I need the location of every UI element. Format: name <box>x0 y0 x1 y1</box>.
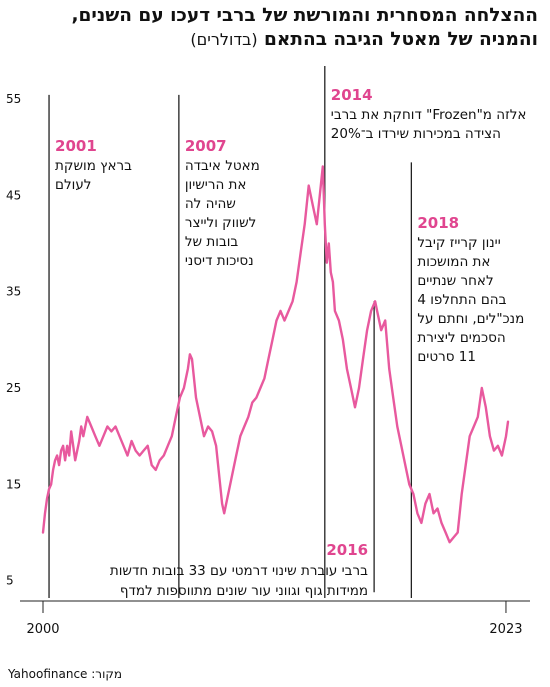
y-tick-label: 15 <box>6 477 21 491</box>
y-tick-label: 5 <box>6 574 14 588</box>
annotation-text-2018: 11 סרטים <box>417 349 476 365</box>
y-tick-label: 55 <box>6 92 21 106</box>
chart-unit: (בדולרים) <box>190 30 258 49</box>
annotation-text-2018: מנכ"לים, וחתם על <box>417 311 524 327</box>
annotation-text-2001: בראץ מושקת <box>55 158 132 174</box>
annotation-text-2007: שהיה לה <box>185 196 236 212</box>
annotation-text-2016: ברבי עוברת שינוי דרמטי עם 33 בובות חדשות <box>110 563 368 579</box>
series-line <box>41 165 510 544</box>
annotation-text-2001: לעולם <box>55 177 91 193</box>
x-tick-label-end: 2023 <box>489 622 522 637</box>
annotation-text-2007: מאטל איבדה <box>185 158 260 174</box>
annotation-text-2007: לשווק ולייצר <box>185 215 256 231</box>
annotation-year-2018: 2018 <box>417 214 459 232</box>
annotation-text-2007: נסיכות דיסני <box>185 253 254 269</box>
annotation-year-2001: 2001 <box>55 137 97 155</box>
annotation-text-2018: יינון קרייז קיבל <box>417 235 500 251</box>
source-note: מקור: Yahoofinance <box>8 667 123 681</box>
annotation-text-2018: לאחר שנתיים <box>417 273 493 289</box>
annotation-text-2018: הסכמים ליצירת <box>417 330 505 346</box>
y-tick-label: 45 <box>6 188 21 202</box>
annotation-text-2014: הצידה במכירות שירדו ב־20% <box>331 126 501 142</box>
y-tick-label: 25 <box>6 381 21 395</box>
annotation-text-2018: בהם התחלפו 4 <box>417 292 506 308</box>
annotation-year-2007: 2007 <box>185 137 227 155</box>
annotation-text-2007: בובות של <box>185 234 239 250</box>
annotation-text-2014: אלזה מ"Frozen" דוחקת את ברבי <box>331 107 527 123</box>
annotation-text-2007: את הרישיון <box>185 177 247 193</box>
annotation-year-2014: 2014 <box>331 86 373 104</box>
annotation-text-2016: ממידות גוף וגווני עור שונים מתווספות למד… <box>120 583 368 599</box>
chart-title-text: ההצלחה המסחרית והמורשת של ברבי דעכו עם ה… <box>71 5 538 50</box>
annotation-text-2018: את המושכות <box>417 254 490 270</box>
chart-title: ההצלחה המסחרית והמורשת של ברבי דעכו עם ה… <box>12 4 538 52</box>
annotation-year-2016: 2016 <box>326 541 368 559</box>
x-tick-label-start: 2000 <box>26 622 59 637</box>
y-tick-label: 35 <box>6 285 21 299</box>
